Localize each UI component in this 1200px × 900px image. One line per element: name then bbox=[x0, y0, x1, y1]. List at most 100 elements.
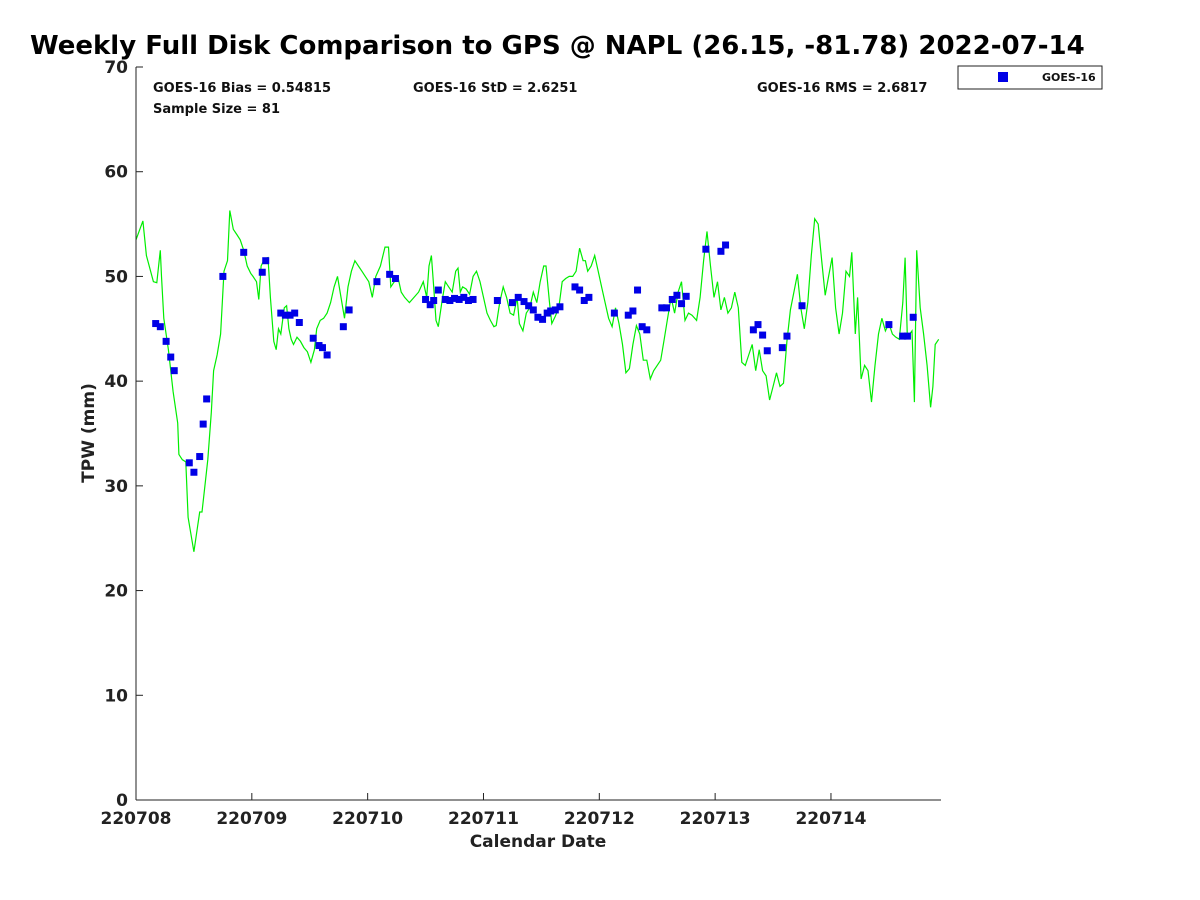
data-point-goes16 bbox=[422, 295, 430, 303]
data-point-goes16 bbox=[455, 295, 463, 303]
data-point-goes16 bbox=[446, 297, 454, 305]
data-point-goes16 bbox=[678, 300, 686, 308]
y-axis-label: TPW (mm) bbox=[79, 383, 99, 483]
data-point-goes16 bbox=[682, 292, 690, 300]
data-point-goes16 bbox=[240, 248, 248, 256]
data-point-goes16 bbox=[673, 291, 681, 299]
data-point-goes16 bbox=[551, 306, 559, 314]
data-point-goes16 bbox=[534, 313, 542, 321]
data-point-goes16 bbox=[717, 247, 725, 255]
data-point-goes16 bbox=[668, 295, 676, 303]
data-point-goes16 bbox=[638, 323, 646, 331]
data-point-goes16 bbox=[345, 306, 353, 314]
data-point-goes16 bbox=[277, 309, 285, 317]
data-point-goes16 bbox=[556, 303, 564, 311]
data-point-goes16 bbox=[434, 286, 442, 294]
data-point-goes16 bbox=[170, 367, 178, 375]
data-point-goes16 bbox=[539, 315, 547, 323]
data-point-goes16 bbox=[196, 453, 204, 461]
data-point-goes16 bbox=[162, 337, 170, 345]
data-point-goes16 bbox=[152, 320, 160, 328]
data-point-goes16 bbox=[658, 304, 666, 312]
data-point-goes16 bbox=[469, 295, 477, 303]
data-point-goes16 bbox=[185, 459, 193, 467]
data-point-goes16 bbox=[464, 297, 472, 305]
y-tick-label: 70 bbox=[104, 58, 128, 78]
data-point-goes16 bbox=[525, 302, 533, 310]
data-point-goes16 bbox=[899, 332, 907, 340]
data-point-goes16 bbox=[662, 304, 670, 312]
series-layer bbox=[135, 210, 940, 552]
data-point-goes16 bbox=[903, 332, 911, 340]
data-point-goes16 bbox=[529, 306, 537, 314]
y-tick-label: 20 bbox=[104, 582, 128, 602]
legend-box bbox=[957, 65, 1103, 90]
data-point-goes16 bbox=[783, 332, 791, 340]
x-tick-label: 220708 bbox=[101, 809, 172, 829]
data-point-goes16 bbox=[373, 278, 381, 286]
y-ticks: 0 10 20 30 40 50 60 70 bbox=[104, 58, 143, 811]
data-point-goes16 bbox=[156, 323, 164, 331]
y-tick-label: 30 bbox=[104, 477, 128, 497]
data-point-goes16 bbox=[460, 293, 468, 301]
series-line-gps bbox=[135, 210, 940, 552]
stat-std: GOES-16 StD = 2.6251 bbox=[413, 81, 577, 96]
data-point-goes16 bbox=[643, 326, 651, 334]
legend-label-goes16: GOES-16 bbox=[1042, 71, 1096, 84]
stat-bias: GOES-16 Bias = 0.54815 bbox=[153, 81, 331, 96]
data-point-goes16 bbox=[167, 353, 175, 361]
data-point-goes16 bbox=[722, 241, 730, 249]
data-point-goes16 bbox=[798, 302, 806, 310]
data-point-goes16 bbox=[749, 326, 757, 334]
x-axis-label: Calendar Date bbox=[470, 832, 607, 852]
data-point-goes16 bbox=[610, 309, 618, 317]
data-point-goes16 bbox=[885, 321, 893, 329]
data-point-goes16 bbox=[199, 420, 207, 428]
x-ticks: 220708 220709 220710 220711 220712 220713 2207… bbox=[101, 793, 867, 829]
data-point-goes16 bbox=[323, 351, 331, 359]
data-point-goes16 bbox=[571, 283, 579, 291]
data-point-goes16 bbox=[514, 293, 522, 301]
data-point-goes16 bbox=[778, 344, 786, 352]
stat-sample-size: Sample Size = 81 bbox=[153, 102, 280, 117]
data-point-goes16 bbox=[291, 309, 299, 317]
data-point-goes16 bbox=[441, 295, 449, 303]
data-point-goes16 bbox=[493, 297, 501, 305]
data-point-goes16 bbox=[286, 311, 294, 319]
y-tick-label: 60 bbox=[104, 163, 128, 183]
x-tick-label: 220710 bbox=[332, 809, 403, 829]
data-point-goes16 bbox=[520, 298, 528, 306]
x-tick-label: 220709 bbox=[216, 809, 287, 829]
data-point-goes16 bbox=[580, 297, 588, 305]
data-point-goes16 bbox=[430, 297, 438, 305]
data-point-goes16 bbox=[763, 347, 771, 355]
data-point-goes16 bbox=[295, 319, 303, 327]
x-tick-label: 220713 bbox=[680, 809, 751, 829]
data-point-goes16 bbox=[318, 344, 326, 352]
data-point-goes16 bbox=[634, 286, 642, 294]
data-point-goes16 bbox=[909, 313, 917, 321]
legend: GOES-16 bbox=[957, 65, 1103, 90]
y-tick-label: 40 bbox=[104, 372, 128, 392]
x-tick-label: 220712 bbox=[564, 809, 635, 829]
data-point-goes16 bbox=[219, 272, 227, 280]
plot-background bbox=[136, 67, 941, 800]
data-point-goes16 bbox=[281, 311, 289, 319]
data-point-goes16 bbox=[754, 321, 762, 329]
data-point-goes16 bbox=[624, 311, 632, 319]
data-point-goes16 bbox=[386, 270, 394, 278]
legend-marker-goes16 bbox=[998, 72, 1008, 82]
y-tick-label: 0 bbox=[116, 791, 128, 811]
data-point-goes16 bbox=[585, 293, 593, 301]
data-point-goes16 bbox=[391, 275, 399, 283]
data-point-goes16 bbox=[262, 257, 270, 265]
plot-area: 0 10 20 30 40 50 60 70 220708 220709 220710 220711… bbox=[101, 58, 941, 829]
x-tick-label: 220714 bbox=[795, 809, 866, 829]
data-point-goes16 bbox=[759, 331, 767, 339]
y-tick-label: 50 bbox=[104, 267, 128, 287]
data-point-goes16 bbox=[702, 245, 710, 253]
data-point-goes16 bbox=[309, 334, 317, 342]
chart-title: Weekly Full Disk Comparison to GPS @ NAP… bbox=[30, 31, 1085, 61]
data-point-goes16 bbox=[258, 268, 266, 276]
